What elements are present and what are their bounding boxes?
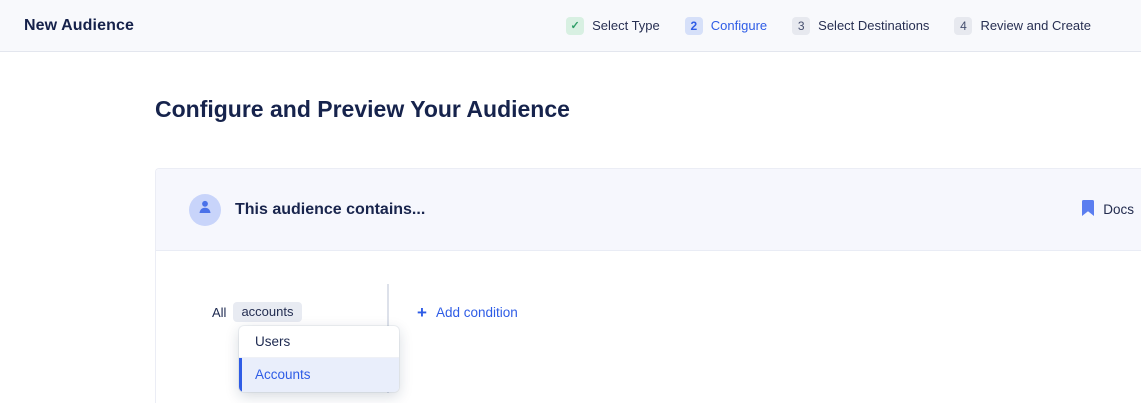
step-label: Select Type <box>592 18 660 33</box>
step-review-and-create[interactable]: 4 Review and Create <box>954 16 1091 35</box>
entity-type-dropdown-trigger[interactable]: accounts <box>233 302 302 322</box>
entity-type-dropdown-menu: Users Accounts <box>239 326 399 392</box>
step-label: Review and Create <box>980 18 1091 33</box>
docs-label: Docs <box>1103 202 1134 217</box>
stepper: ✓ Select Type 2 Configure 3 Select Desti… <box>566 16 1091 35</box>
step-select-destinations[interactable]: 3 Select Destinations <box>792 16 930 35</box>
step-number-badge: 2 <box>684 16 703 35</box>
avatar <box>189 193 221 226</box>
audience-panel: This audience contains... Docs All accou… <box>155 168 1141 403</box>
step-label: Configure <box>710 18 768 33</box>
step-label: Select Destinations <box>818 18 930 33</box>
plus-icon: + <box>417 302 427 322</box>
page-heading: Configure and Preview Your Audience <box>155 96 570 122</box>
step-select-type[interactable]: ✓ Select Type <box>566 16 660 35</box>
add-condition-button[interactable]: + Add condition <box>417 302 518 322</box>
page-title: New Audience <box>24 16 134 34</box>
dropdown-option-users[interactable]: Users <box>255 334 291 349</box>
check-icon: ✓ <box>566 16 585 35</box>
condition-prefix-label: All <box>212 304 227 320</box>
top-bar: New Audience ✓ Select Type 2 Configure 3… <box>0 0 1141 52</box>
add-condition-label: Add condition <box>435 305 518 320</box>
person-icon <box>197 199 213 220</box>
panel-title: This audience contains... <box>235 200 426 218</box>
bookmark-icon <box>1082 200 1095 219</box>
step-number-badge: 3 <box>792 16 811 35</box>
audience-panel-body: All accounts + Add condition Users Accou… <box>156 251 1141 402</box>
step-configure[interactable]: 2 Configure <box>684 16 768 35</box>
docs-link[interactable]: Docs <box>1082 200 1137 219</box>
step-number-badge: 4 <box>954 16 973 35</box>
condition-row: All accounts <box>212 302 302 322</box>
dropdown-option-accounts[interactable]: Accounts <box>239 358 399 392</box>
audience-panel-header: This audience contains... Docs <box>156 169 1141 251</box>
dropdown-divider <box>239 357 399 358</box>
